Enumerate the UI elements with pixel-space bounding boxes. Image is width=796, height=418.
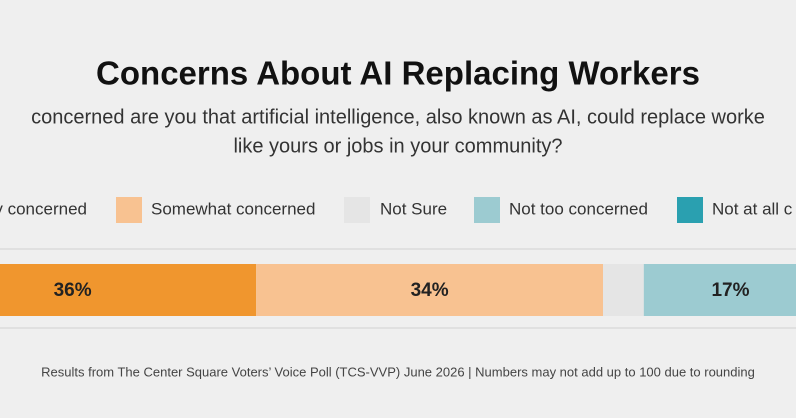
chart-title: Concerns About AI Replacing Workers xyxy=(96,55,700,92)
bar-segment xyxy=(643,264,796,316)
data-label: 34% xyxy=(411,280,449,301)
footnote: Results from The Center Square Voters’ V… xyxy=(41,364,755,379)
legend-label: Not Sure xyxy=(380,199,447,218)
bar-segment xyxy=(256,264,603,316)
subtitle: concerned are you that artificial intell… xyxy=(31,106,765,128)
data-label: 17% xyxy=(711,280,749,301)
legend-swatch xyxy=(116,197,142,223)
legend-label: Not too concerned xyxy=(509,199,648,218)
legend-swatch xyxy=(474,197,500,223)
legend-label: Somewhat concerned xyxy=(151,199,315,218)
data-label: 36% xyxy=(54,280,92,301)
legend-label: y concerned xyxy=(0,199,87,218)
legend-label: Not at all c xyxy=(712,199,793,218)
bar-segment xyxy=(603,264,644,316)
legend-swatch xyxy=(677,197,703,223)
legend-swatch xyxy=(344,197,370,223)
subtitle: like yours or jobs in your community? xyxy=(233,135,562,157)
bar-segment xyxy=(0,264,257,316)
